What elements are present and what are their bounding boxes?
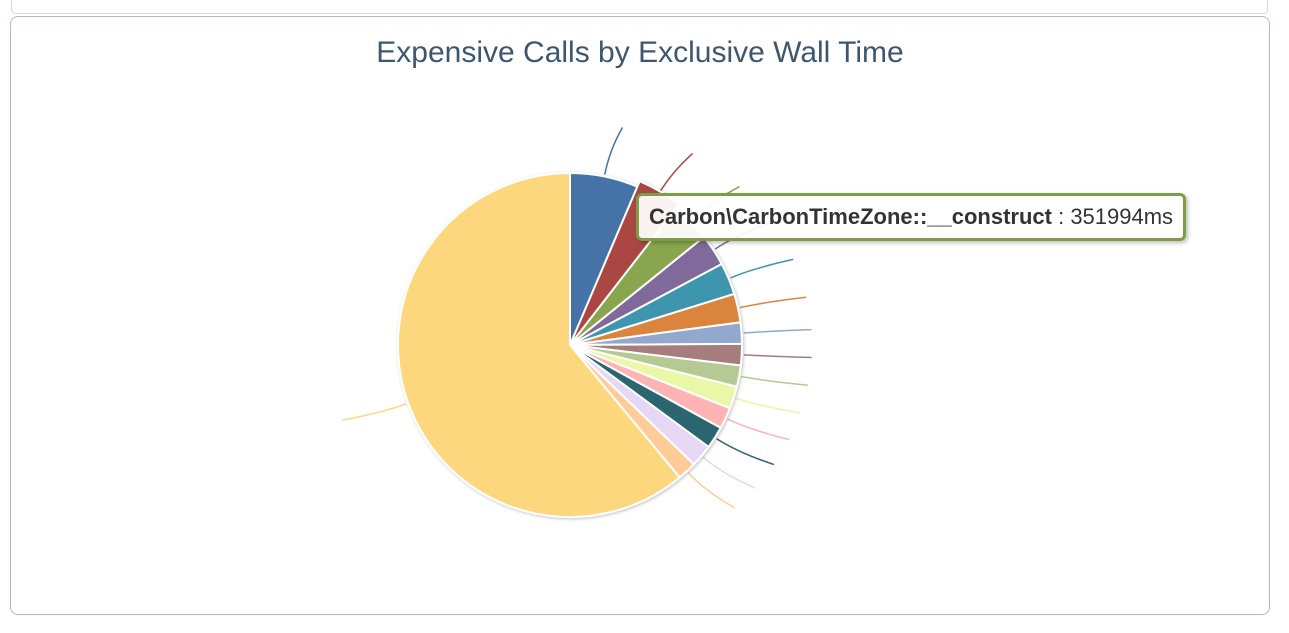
tooltip-name: Carbon\CarbonTimeZone::__construct: [649, 204, 1052, 229]
pie-connector-line: [735, 397, 801, 414]
chart-title: Expensive Calls by Exclusive Wall Time: [376, 36, 904, 69]
top-panel: [11, 0, 1268, 14]
pie-connector-line: [730, 258, 794, 279]
pie-connector-line: [342, 403, 407, 421]
pie-connector-line: [743, 328, 812, 334]
pie-connector-line: [687, 472, 735, 509]
pie-connector-line: [604, 127, 624, 175]
pie-connector-line: [740, 375, 809, 386]
pie-connector-line: [743, 354, 812, 359]
chart-tooltip: Carbon\CarbonTimeZone::__construct : 351…: [636, 193, 1187, 241]
tooltip-value: : 351994ms: [1051, 204, 1174, 229]
pie-connector-line: [702, 456, 756, 489]
pie-connector-line: [739, 296, 807, 309]
pie-connector-line: [727, 418, 790, 441]
pie-connector-line: [716, 438, 775, 466]
pie-connector-line: [657, 153, 694, 196]
pie-slice[interactable]: [397, 172, 681, 518]
